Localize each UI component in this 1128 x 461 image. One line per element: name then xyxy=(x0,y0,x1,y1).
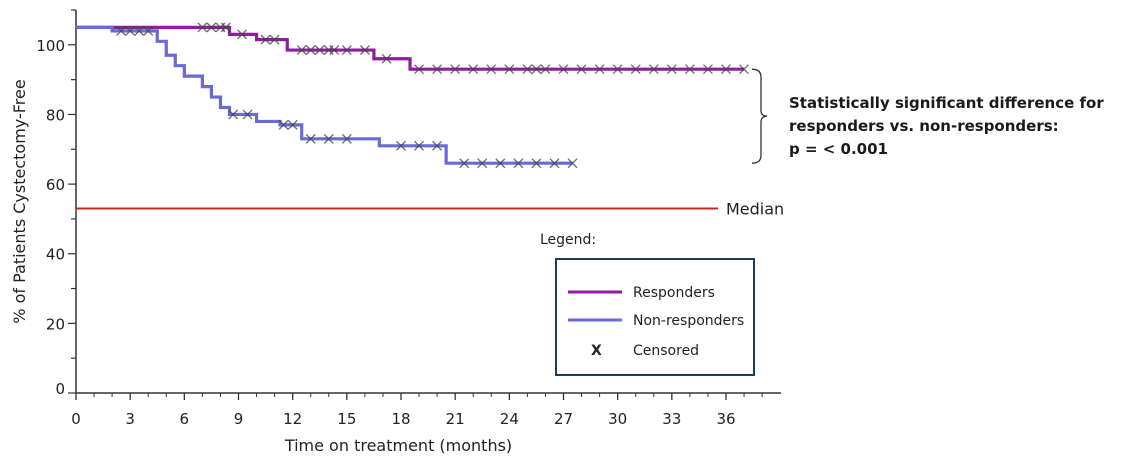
censored-marker xyxy=(206,22,217,33)
legend-label-responders: Responders xyxy=(633,285,715,301)
censored-marker xyxy=(220,22,231,33)
legend-box xyxy=(555,258,755,376)
median-label: Median xyxy=(726,199,784,218)
censored-marker xyxy=(432,140,443,151)
censored-marker xyxy=(237,29,248,40)
x-tick-label: 21 xyxy=(446,410,465,428)
x-tick-label: 6 xyxy=(180,410,190,428)
censored-marker xyxy=(381,53,392,64)
censored-marker xyxy=(341,133,352,144)
x-tick-label: 0 xyxy=(71,410,81,428)
censored-marker xyxy=(314,45,325,56)
series-layer xyxy=(76,22,750,169)
censored-marker xyxy=(468,64,479,75)
censored-marker xyxy=(450,64,461,75)
annotation-line-1: Statistically significant difference for xyxy=(789,94,1104,112)
censored-marker xyxy=(522,64,533,75)
censored-marker xyxy=(329,45,340,56)
censored-marker xyxy=(504,64,515,75)
series-line-non-responders xyxy=(76,25,573,165)
x-axis-title: Time on treatment (months) xyxy=(284,436,512,455)
censored-marker xyxy=(305,45,316,56)
censored-marker xyxy=(305,133,316,144)
legend: Legend: Responders Non-responders X Cens… xyxy=(540,232,755,376)
censored-marker xyxy=(648,64,659,75)
legend-title: Legend: xyxy=(540,232,596,248)
y-tick-label: 40 xyxy=(46,246,65,264)
censored-marker xyxy=(414,64,425,75)
censored-marker xyxy=(341,45,352,56)
y-tick-label: 80 xyxy=(46,106,65,124)
censored-marker xyxy=(495,158,506,169)
y-tick-label: 60 xyxy=(46,176,65,194)
censored-marker xyxy=(684,64,695,75)
censored-marker xyxy=(531,64,542,75)
censored-marker xyxy=(612,64,623,75)
bracket-icon xyxy=(751,68,768,164)
annotation-line-3: p = < 0.001 xyxy=(789,140,888,158)
censored-marker xyxy=(540,64,551,75)
chart-axes xyxy=(75,10,781,394)
censored-marker xyxy=(278,119,289,130)
y-tick-label: 0 xyxy=(55,380,65,398)
censored-marker xyxy=(323,133,334,144)
censored-marker xyxy=(558,64,569,75)
censored-marker xyxy=(576,64,587,75)
legend-label-nonresponders: Non-responders xyxy=(633,313,744,329)
x-tick-label: 18 xyxy=(391,410,410,428)
x-tick-label: 24 xyxy=(500,410,519,428)
series-line-responders xyxy=(76,25,745,71)
censored-marker xyxy=(630,64,641,75)
censored-marker xyxy=(269,34,280,45)
y-axis-title: % of Patients Cystectomy-Free xyxy=(10,79,29,323)
x-tick-label: 30 xyxy=(608,410,627,428)
censored-marker xyxy=(549,158,560,169)
censored-marker xyxy=(296,45,307,56)
censored-marker xyxy=(197,22,208,33)
censored-marker xyxy=(260,34,271,45)
x-tick-label: 3 xyxy=(125,410,135,428)
x-tick-label: 9 xyxy=(234,410,244,428)
significance-annotation: Statistically significant difference for… xyxy=(751,68,1104,164)
censored-marker xyxy=(594,64,605,75)
median-reference: Median xyxy=(76,199,784,218)
x-tick-label: 15 xyxy=(337,410,356,428)
legend-label-censored: Censored xyxy=(633,343,699,359)
censored-marker xyxy=(739,64,750,75)
y-tick-label: 100 xyxy=(36,37,65,55)
censored-marker xyxy=(567,158,578,169)
censored-marker xyxy=(531,158,542,169)
y-tick-label: 20 xyxy=(46,315,65,333)
censored-marker-icon: X xyxy=(591,343,602,359)
censored-marker xyxy=(414,140,425,151)
censored-marker xyxy=(116,25,127,36)
censored-marker xyxy=(459,158,470,169)
annotation-line-2: responders vs. non-responders: xyxy=(789,117,1059,135)
censored-marker xyxy=(666,64,677,75)
censored-marker xyxy=(513,158,524,169)
censored-marker xyxy=(228,109,239,120)
x-tick-label: 27 xyxy=(554,410,573,428)
x-tick-label: 33 xyxy=(662,410,681,428)
censored-marker xyxy=(702,64,713,75)
x-tick-label: 12 xyxy=(283,410,302,428)
censored-marker xyxy=(125,25,136,36)
censored-marker xyxy=(486,64,497,75)
censored-marker xyxy=(477,158,488,169)
censored-marker xyxy=(396,140,406,151)
censored-marker xyxy=(242,109,253,120)
censored-marker xyxy=(143,25,154,36)
censored-marker xyxy=(359,45,370,56)
censored-marker xyxy=(432,64,443,75)
censored-marker xyxy=(721,64,731,75)
x-tick-label: 36 xyxy=(716,410,735,428)
censored-marker xyxy=(134,25,145,36)
censored-marker xyxy=(287,119,298,130)
